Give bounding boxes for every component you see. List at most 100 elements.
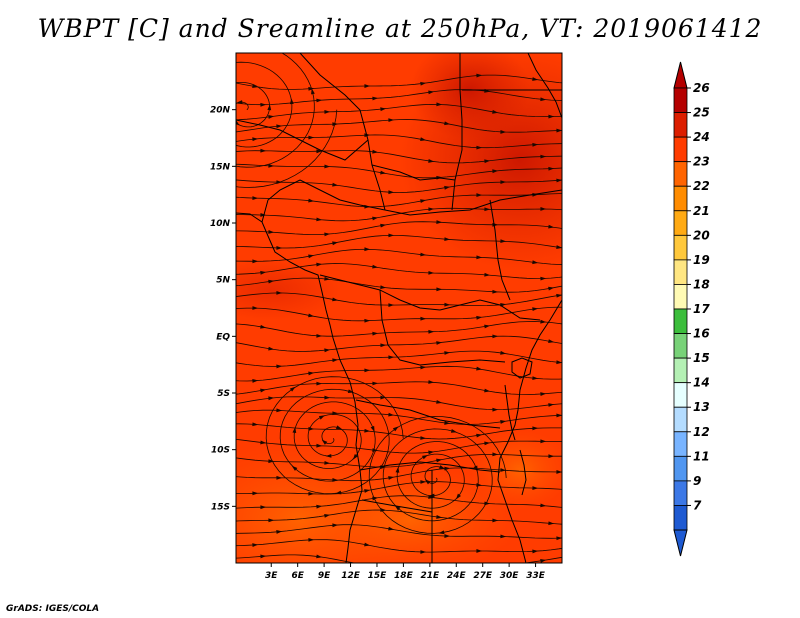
colorbar-label: 22 xyxy=(693,179,710,193)
streamline-arrow xyxy=(372,96,379,101)
streamline-arrow xyxy=(236,100,243,104)
streamline xyxy=(236,163,562,179)
streamline-arrow xyxy=(276,530,283,534)
streamline-arrow xyxy=(324,460,331,465)
streamline-arrow xyxy=(252,422,259,427)
streamline-arrow xyxy=(420,550,427,554)
streamline-arrow xyxy=(268,396,275,401)
border-15 xyxy=(371,164,456,181)
streamline xyxy=(236,509,562,525)
streamline-arrow xyxy=(388,526,395,531)
map-area xyxy=(184,53,562,563)
streamline-arrow xyxy=(476,73,483,78)
lat-tick-label: 15S xyxy=(211,502,230,512)
cool-anomaly-south xyxy=(300,465,520,563)
streamline-arrow xyxy=(332,358,339,363)
streamline-arrow xyxy=(444,534,451,538)
colorbar-label: 23 xyxy=(693,155,710,169)
streamline-arrow xyxy=(420,436,427,440)
streamline-arrow xyxy=(324,513,331,518)
streamline-arrow xyxy=(540,276,547,281)
streamline xyxy=(236,263,562,280)
streamline-arrow xyxy=(311,88,315,95)
streamline-arrow xyxy=(436,102,443,107)
streamline-arrow xyxy=(308,313,315,318)
streamline xyxy=(236,306,562,322)
streamline-arrow xyxy=(556,536,562,541)
streamline-arrow xyxy=(316,98,323,103)
colorbar-swatch xyxy=(673,406,688,433)
streamlines xyxy=(236,53,562,563)
map-frame xyxy=(235,52,563,564)
streamline-arrow xyxy=(476,433,483,438)
streamline-arrow xyxy=(332,478,339,482)
streamline-arrow xyxy=(548,339,555,344)
streamline-arrow xyxy=(276,246,283,250)
border-13 xyxy=(261,179,301,223)
streamline-arrow xyxy=(372,381,379,386)
streamline xyxy=(236,467,562,482)
streamline-arrow xyxy=(292,427,297,434)
colorbar-swatch xyxy=(673,308,688,334)
streamline-arrow xyxy=(308,198,315,203)
streamline-arrow xyxy=(289,98,294,105)
colorbar-bottom-arrow xyxy=(673,529,688,557)
streamline-arrow xyxy=(388,476,395,480)
streamline-arrow xyxy=(380,223,387,228)
border-11 xyxy=(361,499,433,513)
streamline-arrow xyxy=(316,262,323,267)
colorbar-label: 13 xyxy=(693,400,710,414)
east-coast xyxy=(497,299,562,563)
colorbar-label: 17 xyxy=(693,302,710,316)
streamline-arrow xyxy=(548,521,555,526)
streamline-arrow xyxy=(332,241,339,246)
streamline-arrow xyxy=(227,141,233,145)
streamline-arrow xyxy=(364,368,371,373)
streamline-arrow xyxy=(380,285,387,290)
streamline-arrow xyxy=(308,135,315,140)
streamline xyxy=(236,193,562,208)
streamline-arrow xyxy=(484,159,491,164)
streamline-arrow xyxy=(438,530,445,535)
streamline-arrow xyxy=(484,388,491,393)
streamline-arrow xyxy=(428,90,435,95)
streamline-arrow xyxy=(364,542,371,547)
lat-tick-label: 10S xyxy=(211,446,230,456)
streamline-arrow xyxy=(388,355,395,360)
streamline-arrow xyxy=(556,413,562,418)
streamline-arrow xyxy=(184,60,190,65)
streamline-arrow xyxy=(444,421,451,425)
streamline-arrow xyxy=(380,107,387,112)
streamline-arrow xyxy=(484,272,491,277)
streamline xyxy=(236,321,562,337)
warm-anomaly-west xyxy=(236,260,340,320)
streamline-arrow xyxy=(252,196,259,200)
streamline-arrow xyxy=(476,193,483,197)
colorbar-label: 14 xyxy=(693,376,710,390)
lake-malawi xyxy=(519,449,527,496)
streamline-arrow xyxy=(276,408,283,413)
border-14 xyxy=(236,119,369,161)
lat-tick-label: 10N xyxy=(210,219,231,229)
streamline-arrow xyxy=(420,199,427,203)
streamline-arrow xyxy=(324,110,331,114)
streamline xyxy=(236,438,562,454)
colorbar-swatch xyxy=(673,112,688,138)
streamline-arrow xyxy=(332,297,339,302)
streamline-arrow xyxy=(316,443,323,448)
streamline-arrow xyxy=(428,450,435,455)
streamline-arrow xyxy=(455,493,461,500)
streamline-arrow xyxy=(370,425,375,432)
streamline-arrow xyxy=(372,149,379,154)
streamline-arrow xyxy=(335,425,343,430)
streamline-arrow xyxy=(444,121,451,126)
streamline-arrow xyxy=(540,207,547,211)
streamline-arrow xyxy=(308,426,315,431)
streamline-arrow xyxy=(268,518,275,523)
lat-tick-label: 15N xyxy=(210,162,231,172)
streamline-arrow xyxy=(492,407,499,412)
streamline-arrow xyxy=(428,207,435,212)
streamline-arrow xyxy=(204,70,210,75)
streamline-arrow xyxy=(316,149,323,154)
streamline-arrow xyxy=(335,490,342,495)
